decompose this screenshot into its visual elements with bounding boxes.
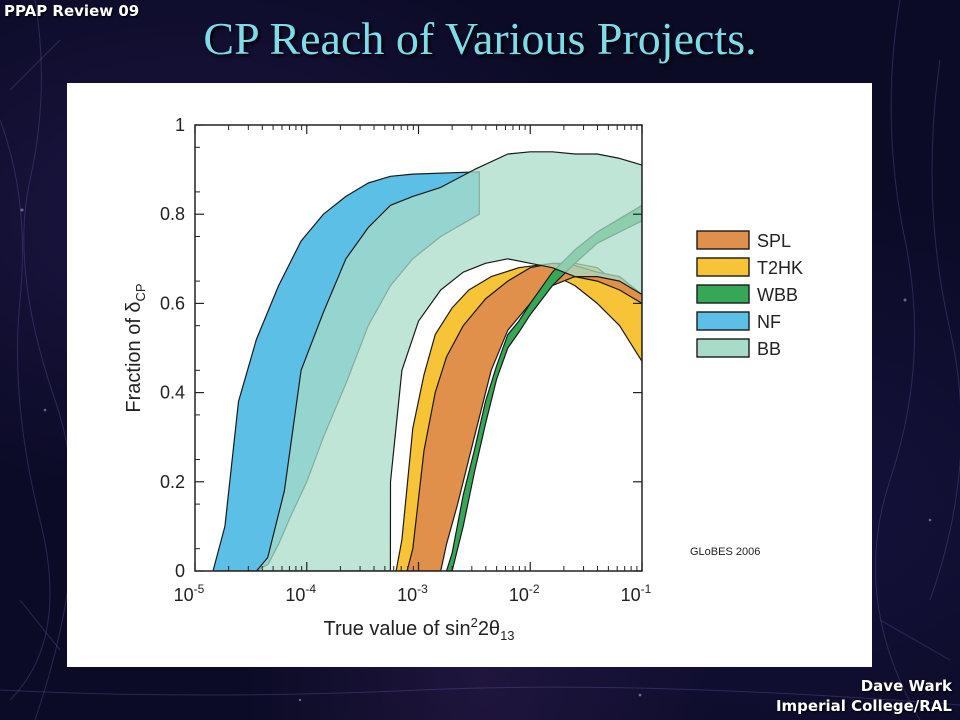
author-name: Dave Wark [860, 677, 952, 695]
legend: SPL T2HK WBB NF BB [696, 230, 803, 359]
y-axis-label: Fraction of δCP [123, 283, 148, 412]
legend-label-nf: NF [757, 312, 781, 332]
y-tick-label: 0.2 [160, 472, 185, 492]
x-tick-label: 10-2 [509, 582, 540, 605]
legend-swatch-wbb [696, 284, 750, 304]
x-tick-label: 10-4 [285, 582, 316, 605]
cp-reach-chart: 10-5 10-4 10-3 10-2 10-1 0 0.2 0.4 0.6 0.8 1 GLoBE… [123, 115, 803, 643]
review-label: PPAP Review 09 [4, 2, 140, 20]
author-affiliation: Imperial College/RAL [775, 697, 952, 715]
legend-swatch-t2hk [696, 257, 750, 277]
legend-label-wbb: WBB [757, 285, 798, 305]
band-bb [255, 151, 642, 571]
y-tick-label: 0.6 [160, 293, 185, 313]
slide-title: CP Reach of Various Projects. [203, 13, 757, 64]
band-spl [406, 262, 642, 571]
footer: Dave Wark Imperial College/RAL [776, 676, 952, 716]
x-tick-label: 10-1 [621, 582, 652, 605]
chart-panel: 10-5 10-4 10-3 10-2 10-1 0 0.2 0.4 0.6 0.8 1 GLoBE… [67, 83, 872, 667]
legend-swatch-spl [696, 230, 750, 250]
legend-label-bb: BB [757, 339, 781, 359]
y-tick-label: 0.4 [160, 383, 185, 403]
legend-label-spl: SPL [757, 231, 791, 251]
chart-credit: GLoBES 2006 [690, 546, 760, 558]
y-tick-label: 0.8 [160, 204, 185, 224]
legend-label-t2hk: T2HK [757, 258, 803, 278]
x-axis-label: True value of sin22θ13 [323, 615, 514, 643]
x-tick-label: 10-3 [397, 582, 428, 605]
x-tick-label: 10-5 [174, 582, 205, 605]
y-tick-label: 0 [175, 561, 185, 581]
legend-swatch-bb [696, 338, 750, 358]
band-wbb [445, 204, 642, 571]
y-tick-label: 1 [175, 115, 185, 135]
legend-swatch-nf [696, 311, 750, 331]
